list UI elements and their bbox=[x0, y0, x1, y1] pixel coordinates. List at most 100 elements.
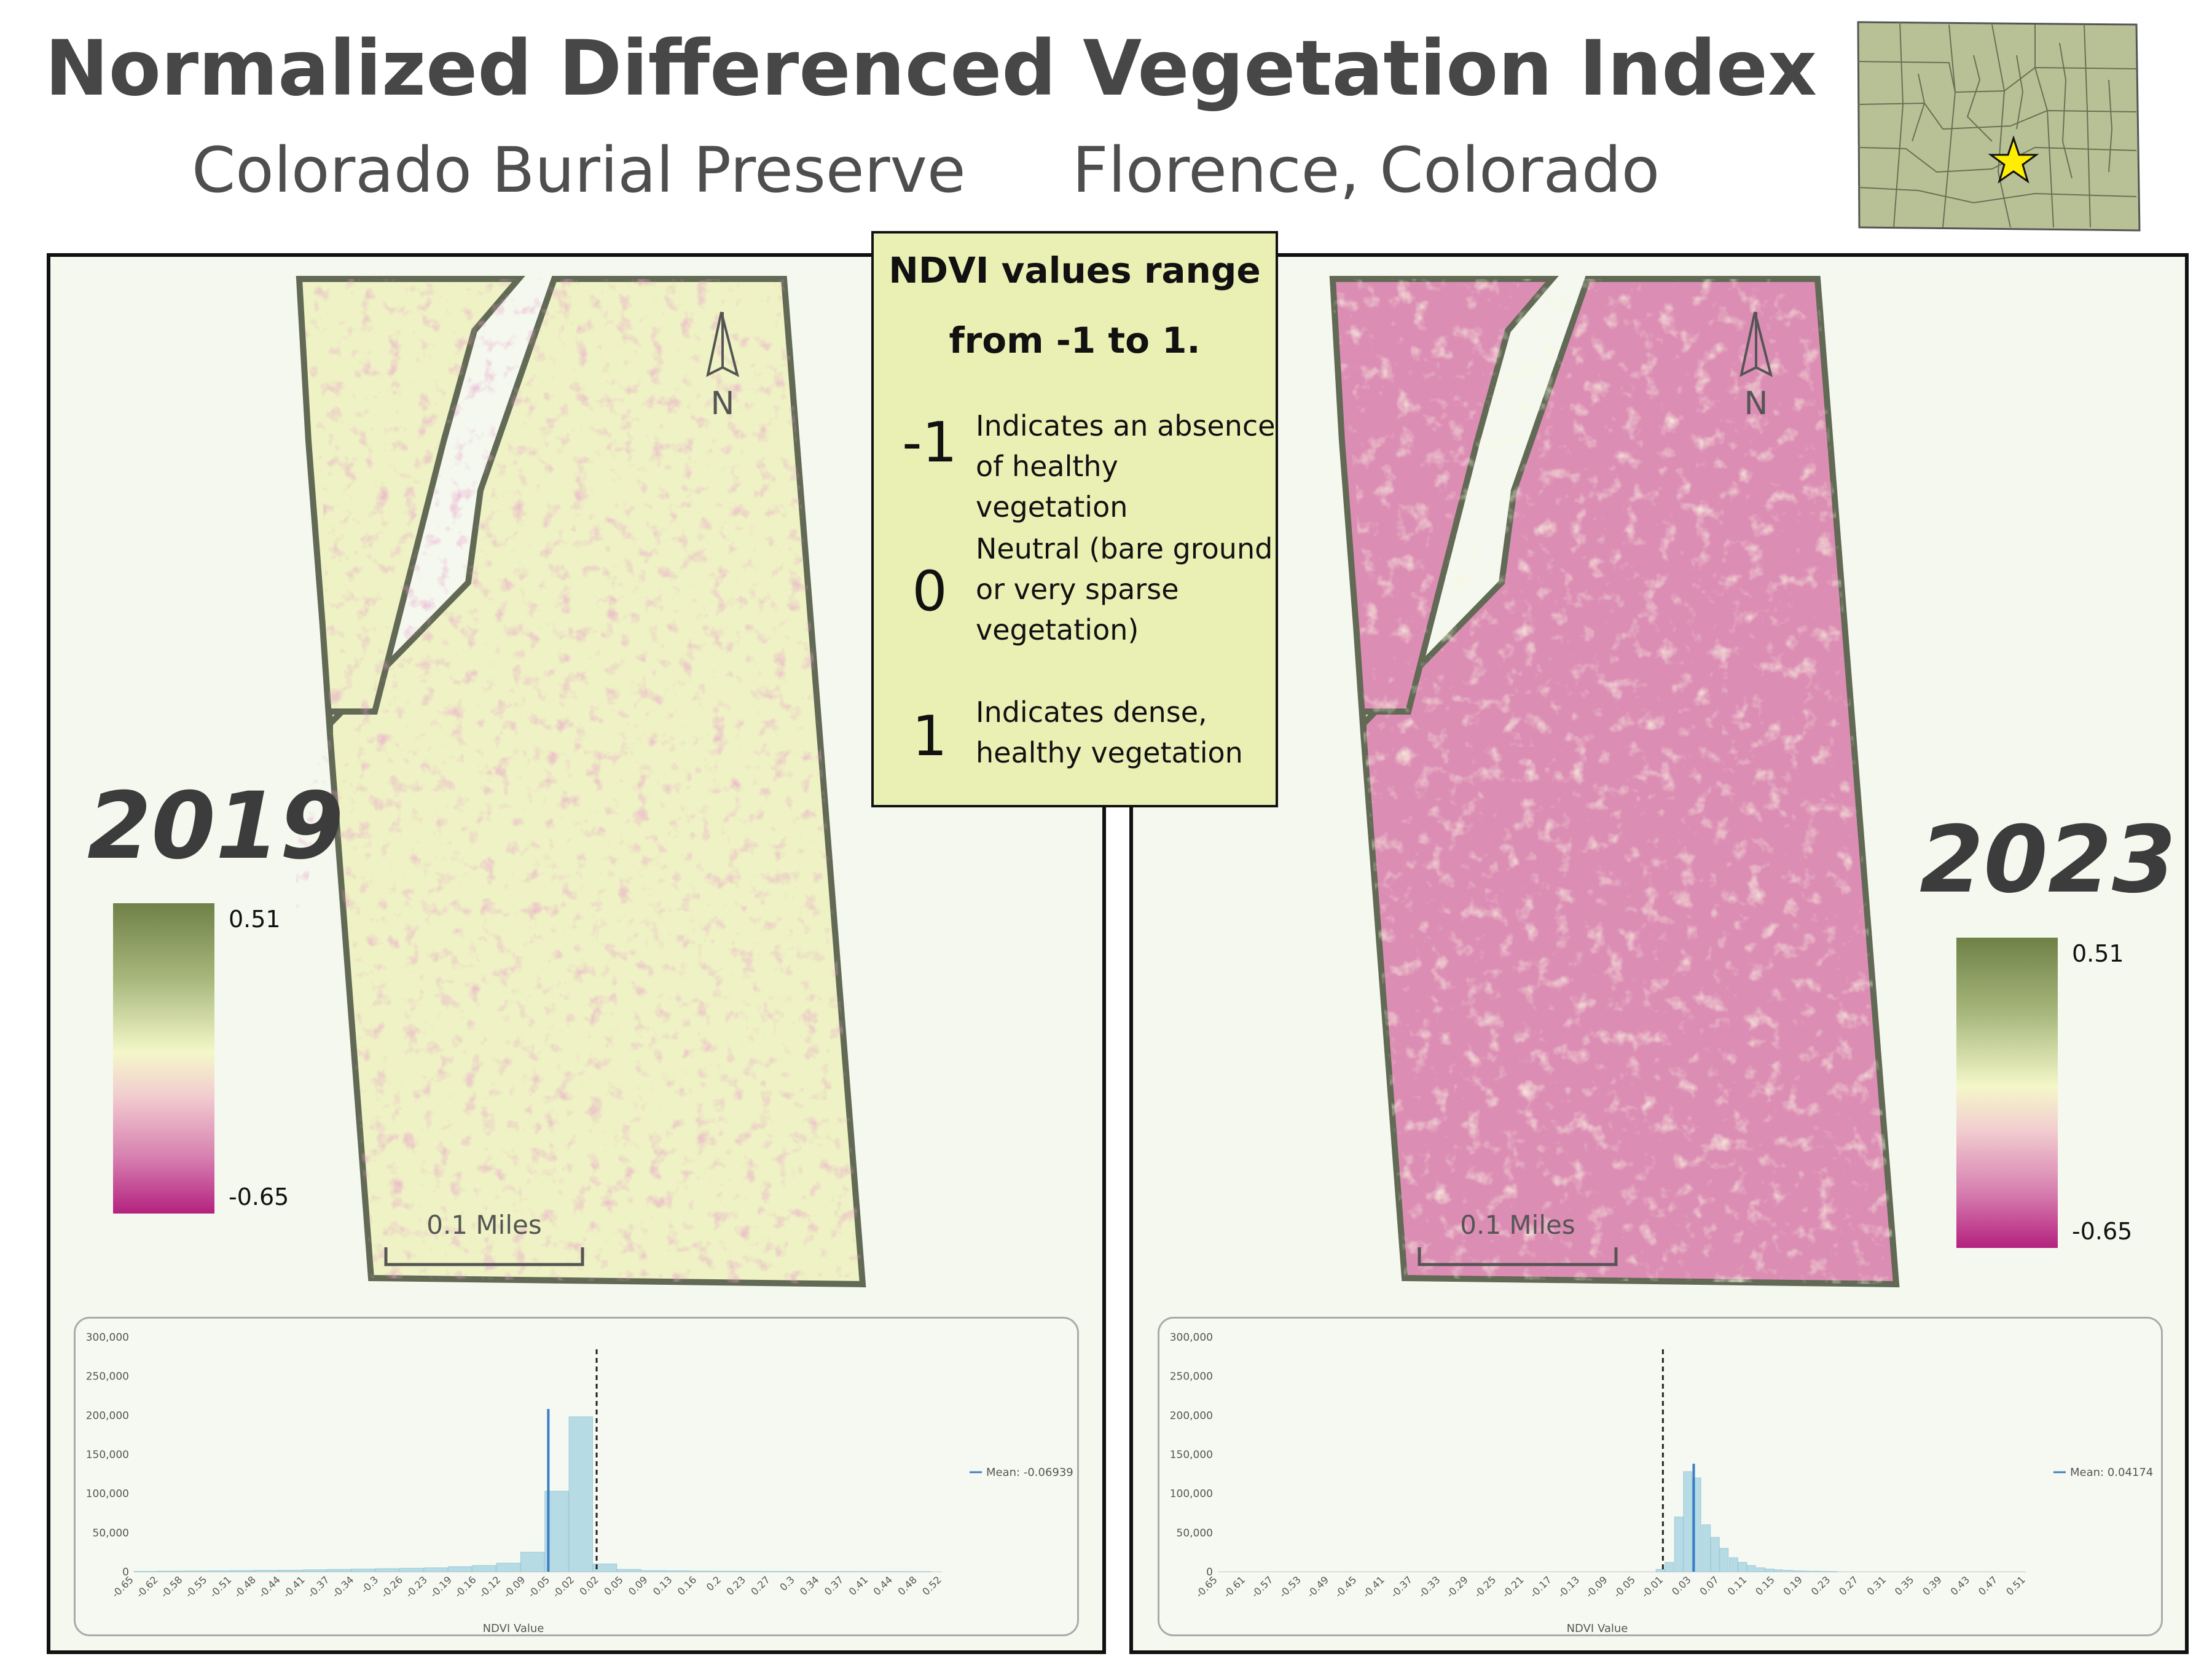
histogram-bar bbox=[472, 1565, 496, 1572]
x-tick-label: -0.37 bbox=[305, 1574, 332, 1600]
x-tick-label: 0.16 bbox=[675, 1574, 699, 1598]
histogram-bar bbox=[641, 1570, 665, 1572]
x-tick-label: 0.02 bbox=[577, 1574, 601, 1598]
histogram-bar bbox=[520, 1551, 545, 1572]
x-tick-label: -0.57 bbox=[1249, 1574, 1276, 1600]
x-tick-label: -0.09 bbox=[1583, 1574, 1610, 1600]
histogram-bar bbox=[133, 1571, 158, 1572]
x-tick-label: 0.27 bbox=[1837, 1574, 1861, 1598]
x-tick-label: -0.44 bbox=[256, 1574, 283, 1600]
ndvi-color-ramp-2023 bbox=[1956, 938, 2058, 1248]
ndvi-legend-box: NDVI values range from -1 to 1. -1 Indic… bbox=[871, 231, 1278, 807]
x-tick-label: -0.25 bbox=[1472, 1574, 1499, 1600]
panel-2023: N 0.1 Miles 2023 0.51 -0.65 300,000 250,0… bbox=[1129, 253, 2189, 1654]
x-tick-label: 0.23 bbox=[724, 1574, 748, 1598]
x-tick-label: -0.16 bbox=[452, 1574, 479, 1600]
x-tick-label: -0.23 bbox=[403, 1574, 429, 1600]
map-title: Normalized Differenced Vegetation Index bbox=[44, 25, 1818, 113]
histogram-bar bbox=[351, 1569, 375, 1572]
y-tick-label: 250,000 bbox=[86, 1371, 129, 1383]
year-label-2019: 2019 bbox=[87, 773, 344, 880]
histogram-bar bbox=[713, 1571, 738, 1572]
x-tick-label: -0.61 bbox=[1221, 1574, 1247, 1600]
north-label: N bbox=[711, 385, 735, 422]
mean-legend-label: Mean: 0.04174 bbox=[2070, 1466, 2153, 1479]
histogram-bar bbox=[254, 1570, 279, 1572]
x-tick-label: 0.41 bbox=[847, 1574, 871, 1598]
x-tick-label: -0.49 bbox=[1304, 1574, 1331, 1600]
histogram-bar bbox=[302, 1569, 327, 1572]
y-tick-label: 200,000 bbox=[1170, 1410, 1213, 1422]
ndvi-map-2023: N 0.1 Miles bbox=[1329, 276, 1900, 1288]
x-tick-label: -0.01 bbox=[1639, 1574, 1666, 1600]
x-tick-label: -0.05 bbox=[526, 1574, 552, 1600]
y-tick-label: 250,000 bbox=[1170, 1371, 1213, 1383]
map-subtitle-site: Colorado Burial Preserve bbox=[192, 134, 966, 207]
x-tick-label: 0.34 bbox=[798, 1574, 822, 1598]
histogram-bar bbox=[157, 1571, 182, 1572]
x-tick-label: 0.11 bbox=[1725, 1574, 1749, 1598]
x-tick-label: 0.03 bbox=[1669, 1574, 1693, 1598]
legend-desc-0: Neutral (bare ground or very sparse vege… bbox=[976, 532, 1273, 646]
histogram-bar bbox=[568, 1416, 593, 1572]
x-tick-label: -0.12 bbox=[477, 1574, 503, 1600]
histogram-bar bbox=[1674, 1516, 1684, 1572]
histogram-bar bbox=[1701, 1524, 1711, 1572]
ndvi-color-ramp-2019 bbox=[113, 903, 214, 1214]
x-tick-label: 0.35 bbox=[1892, 1574, 1916, 1598]
x-tick-label: -0.19 bbox=[428, 1574, 454, 1600]
x-tick-label: 0.2 bbox=[704, 1574, 723, 1593]
x-tick-label: -0.62 bbox=[134, 1574, 160, 1600]
legend-heading-line2: from -1 to 1. bbox=[949, 320, 1201, 361]
x-tick-label: -0.09 bbox=[501, 1574, 528, 1600]
site-location-star-icon bbox=[1988, 135, 2039, 184]
histogram-bar bbox=[1765, 1569, 1775, 1572]
ndvi-map-2019: N 0.1 Miles bbox=[296, 276, 866, 1288]
histogram-bar bbox=[278, 1569, 303, 1572]
x-tick-label: 0.3 bbox=[777, 1574, 796, 1593]
x-tick-label: -0.3 bbox=[359, 1574, 381, 1596]
histogram-bar bbox=[617, 1569, 641, 1572]
ndvi-texture-2019 bbox=[296, 279, 863, 1284]
x-tick-label: 0.43 bbox=[1948, 1574, 1972, 1598]
histogram-bar bbox=[496, 1563, 520, 1572]
x-axis-label: NDVI Value bbox=[1567, 1622, 1628, 1635]
y-tick-label: 300,000 bbox=[1170, 1332, 1213, 1344]
north-arrow-icon bbox=[706, 312, 740, 377]
scale-bar bbox=[384, 1247, 584, 1266]
x-tick-label: -0.13 bbox=[1556, 1574, 1582, 1600]
histogram-bar bbox=[1683, 1471, 1693, 1572]
legend-value-1: 1 bbox=[912, 704, 947, 769]
y-tick-label: 0 bbox=[1206, 1566, 1213, 1579]
x-tick-label: -0.45 bbox=[1333, 1574, 1359, 1600]
colorado-locator-map bbox=[1857, 21, 2141, 232]
histogram-bar bbox=[1738, 1562, 1747, 1572]
x-tick-label: -0.41 bbox=[1360, 1574, 1387, 1600]
y-tick-label: 50,000 bbox=[93, 1527, 129, 1539]
x-tick-label: -0.58 bbox=[159, 1574, 185, 1600]
histogram-bar bbox=[1710, 1537, 1720, 1572]
y-tick-label: 150,000 bbox=[1170, 1449, 1213, 1461]
y-tick-label: 50,000 bbox=[1177, 1527, 1213, 1539]
histogram-bar bbox=[1719, 1548, 1729, 1572]
x-tick-label: -0.29 bbox=[1444, 1574, 1470, 1600]
histogram-bar bbox=[182, 1571, 206, 1572]
histogram-bar bbox=[665, 1570, 690, 1572]
legend-heading-line1: NDVI values range bbox=[888, 249, 1261, 291]
histogram-bar bbox=[592, 1563, 618, 1572]
x-tick-label: 0.27 bbox=[748, 1574, 772, 1598]
histogram-2019: 300,000 250,000 200,000 150,000 100,000 50,00… bbox=[74, 1317, 1079, 1636]
histogram-bar bbox=[1728, 1557, 1738, 1572]
y-tick-label: 100,000 bbox=[1170, 1488, 1213, 1500]
x-tick-label: -0.34 bbox=[330, 1574, 356, 1600]
legend-value-neg1: -1 bbox=[902, 410, 957, 475]
histogram-bar bbox=[230, 1570, 255, 1572]
scale-bar bbox=[1418, 1247, 1618, 1266]
x-tick-label: 0.37 bbox=[822, 1574, 846, 1598]
y-tick-label: 300,000 bbox=[86, 1332, 129, 1344]
histogram-bar bbox=[689, 1571, 714, 1572]
x-tick-label: -0.33 bbox=[1416, 1574, 1443, 1600]
north-label: N bbox=[1744, 385, 1768, 422]
legend-desc-neg1: Indicates an absence of healthy vegetati… bbox=[976, 409, 1276, 524]
x-tick-label: 0.09 bbox=[626, 1574, 650, 1598]
